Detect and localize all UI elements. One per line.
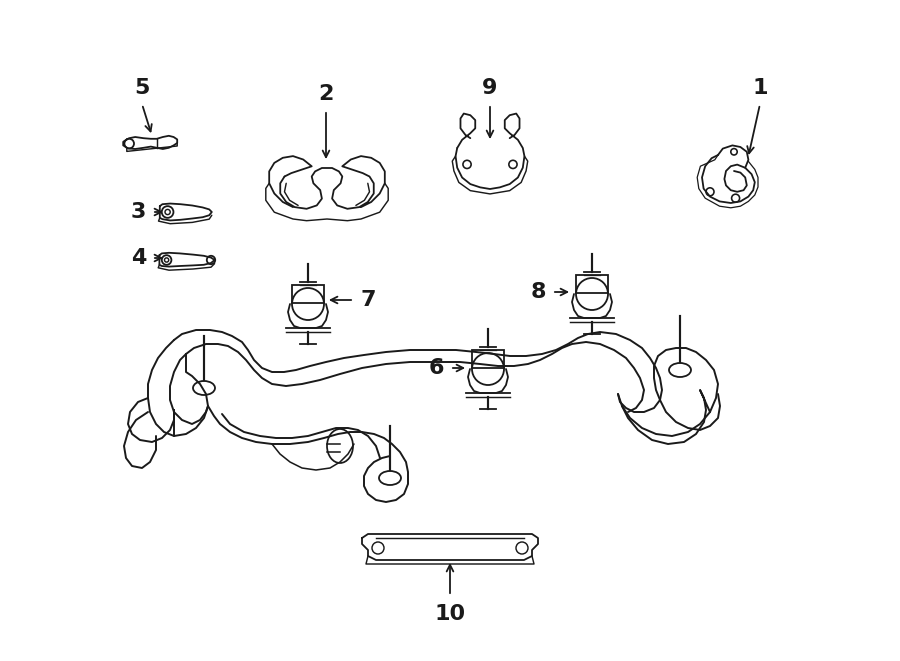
Text: 3: 3: [130, 202, 146, 222]
Ellipse shape: [669, 363, 691, 377]
Text: 2: 2: [319, 84, 334, 104]
Text: 7: 7: [360, 290, 375, 310]
Text: 9: 9: [482, 78, 498, 98]
Bar: [292, 285, 324, 303]
Text: 8: 8: [530, 282, 546, 302]
Ellipse shape: [379, 471, 401, 485]
Text: 6: 6: [428, 358, 444, 378]
Text: 1: 1: [752, 78, 768, 98]
Bar: [472, 350, 504, 368]
Text: 10: 10: [435, 604, 465, 624]
Ellipse shape: [193, 381, 215, 395]
Text: 4: 4: [130, 248, 146, 268]
Text: 5: 5: [134, 78, 149, 98]
Bar: [576, 275, 608, 293]
